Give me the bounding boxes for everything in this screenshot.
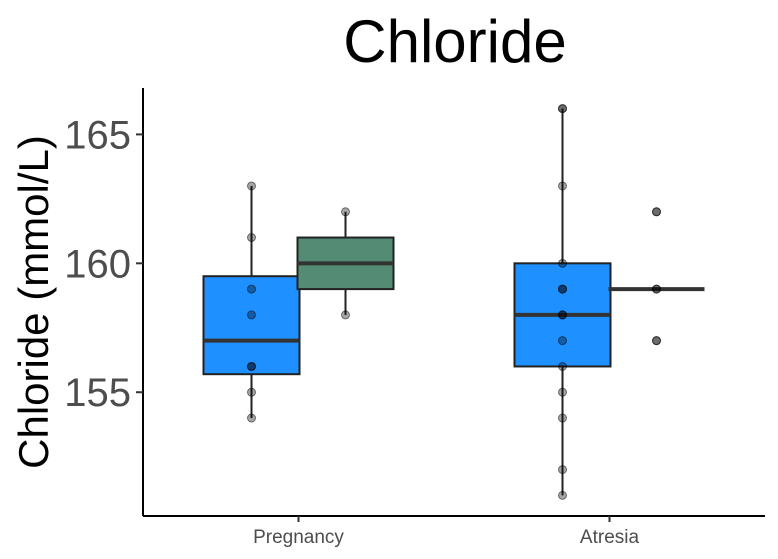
data-point bbox=[558, 361, 567, 371]
data-point bbox=[247, 310, 256, 320]
data-point bbox=[558, 387, 567, 397]
y-axis-label: Chloride (mmol/L) bbox=[10, 135, 57, 469]
y-tick-label: 160 bbox=[64, 242, 131, 286]
x-tick-label: Pregnancy bbox=[253, 527, 344, 548]
data-point bbox=[558, 284, 567, 294]
box-body bbox=[202, 275, 301, 376]
data-point bbox=[558, 336, 567, 346]
y-tick-label: 165 bbox=[64, 113, 131, 157]
box-pregnancy-0 bbox=[202, 185, 301, 419]
data-point bbox=[341, 207, 350, 217]
data-point bbox=[247, 181, 256, 191]
data-point bbox=[652, 284, 661, 294]
data-point bbox=[247, 387, 256, 397]
chart-title: Chloride bbox=[343, 8, 566, 75]
data-point bbox=[558, 413, 567, 423]
data-point bbox=[558, 310, 567, 320]
data-point bbox=[247, 233, 256, 243]
data-point bbox=[558, 258, 567, 268]
data-point bbox=[247, 284, 256, 294]
data-point bbox=[558, 490, 567, 500]
data-point bbox=[247, 361, 256, 371]
data-point bbox=[558, 181, 567, 191]
data-point bbox=[558, 465, 567, 475]
box-atresia-0 bbox=[513, 108, 612, 496]
data-point bbox=[558, 104, 567, 114]
data-point bbox=[652, 207, 661, 217]
data-point bbox=[341, 310, 350, 320]
x-tick-label: Atresia bbox=[580, 527, 640, 548]
data-point bbox=[247, 413, 256, 423]
data-point bbox=[652, 336, 661, 346]
y-tick-label: 155 bbox=[64, 371, 131, 415]
box-pregnancy-1 bbox=[296, 211, 395, 315]
